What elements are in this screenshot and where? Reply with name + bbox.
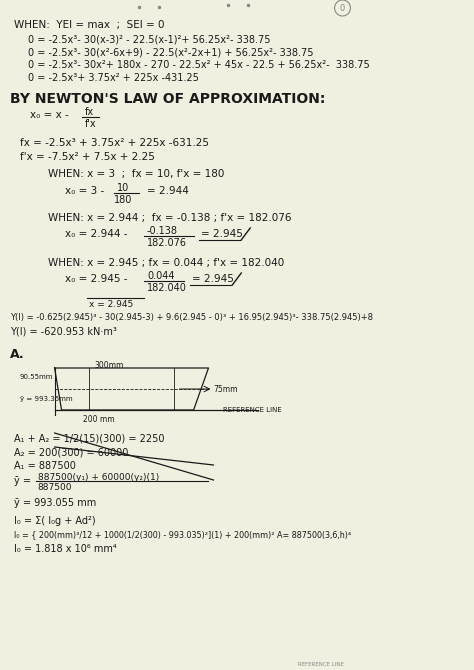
Text: BY NEWTON'S LAW OF APPROXIMATION:: BY NEWTON'S LAW OF APPROXIMATION: — [10, 92, 325, 106]
Text: 0: 0 — [340, 3, 345, 13]
Text: x₀ = 2.945 -: x₀ = 2.945 - — [64, 274, 127, 284]
Text: ȳ =: ȳ = — [14, 476, 31, 486]
Text: Y(I) = -0.625(2.945)³ - 30(2.945-3) + 9.6(2.945 - 0)³ + 16.95(2.945)³- 338.75(2.: Y(I) = -0.625(2.945)³ - 30(2.945-3) + 9.… — [10, 313, 373, 322]
Text: = 2.944: = 2.944 — [147, 186, 189, 196]
Text: 0.044: 0.044 — [147, 271, 174, 281]
Text: A.: A. — [10, 348, 25, 361]
Text: f'x = -7.5x² + 7.5x + 2.25: f'x = -7.5x² + 7.5x + 2.25 — [20, 152, 155, 162]
Text: 0 = -2.5x³+ 3.75x² + 225x -431.25: 0 = -2.5x³+ 3.75x² + 225x -431.25 — [28, 73, 199, 83]
Text: 0 = -2.5x³- 30(x²-6x+9) - 22.5(x²-2x+1) + 56.25x²- 338.75: 0 = -2.5x³- 30(x²-6x+9) - 22.5(x²-2x+1) … — [28, 47, 313, 57]
Text: x₀ = x -: x₀ = x - — [30, 110, 69, 120]
Text: A₁ + A₂ = 1/2(15)(300) = 2250: A₁ + A₂ = 1/2(15)(300) = 2250 — [14, 433, 164, 443]
Text: = 2.945: = 2.945 — [191, 274, 234, 284]
Text: x₀ = 2.944 -: x₀ = 2.944 - — [64, 229, 127, 239]
Text: 887500(y₁) + 60000(y₂)(1): 887500(y₁) + 60000(y₂)(1) — [38, 473, 159, 482]
Text: f'x: f'x — [84, 119, 96, 129]
Text: 10: 10 — [117, 183, 129, 193]
Text: fx = -2.5x³ + 3.75x² + 225x -631.25: fx = -2.5x³ + 3.75x² + 225x -631.25 — [20, 138, 209, 148]
Text: 300mm: 300mm — [94, 361, 124, 370]
Text: ȳ = 993.35mm: ȳ = 993.35mm — [20, 396, 73, 402]
Text: I₀ = Σ( I₀g + Ad²): I₀ = Σ( I₀g + Ad²) — [14, 516, 96, 526]
Text: 75mm: 75mm — [213, 385, 238, 394]
Text: Y(I) = -620.953 kN·m³: Y(I) = -620.953 kN·m³ — [10, 326, 117, 336]
Text: 887500: 887500 — [38, 483, 72, 492]
Text: 180: 180 — [114, 195, 133, 205]
Text: A₁ = 887500: A₁ = 887500 — [14, 461, 76, 471]
Text: A₂ = 200(300) = 60000: A₂ = 200(300) = 60000 — [14, 447, 128, 457]
Text: ȳ = 993.055 mm: ȳ = 993.055 mm — [14, 498, 96, 508]
Text: 182.040: 182.040 — [147, 283, 187, 293]
Text: I₀ = { 200(mm)³/12 + 1000(1/2(300) - 993.035)²](1) + 200(mm)² A= 887500(3,6,h)⁴: I₀ = { 200(mm)³/12 + 1000(1/2(300) - 993… — [14, 530, 351, 539]
Text: I₀ = 1.818 x 10⁶ mm⁴: I₀ = 1.818 x 10⁶ mm⁴ — [14, 544, 117, 554]
Text: REFERENCE LINE: REFERENCE LINE — [298, 662, 344, 667]
Text: fx: fx — [84, 107, 93, 117]
Text: 0 = -2.5x³- 30(x-3)² - 22.5(x-1)²+ 56.25x²- 338.75: 0 = -2.5x³- 30(x-3)² - 22.5(x-1)²+ 56.25… — [28, 34, 270, 44]
Text: x₀ = 3 -: x₀ = 3 - — [64, 186, 104, 196]
Text: 182.076: 182.076 — [147, 238, 187, 248]
Text: WHEN: x = 3  ;  fx = 10, f'x = 180: WHEN: x = 3 ; fx = 10, f'x = 180 — [48, 169, 224, 179]
Text: = 2.945: = 2.945 — [201, 229, 242, 239]
Text: -0.138: -0.138 — [147, 226, 178, 236]
Text: x = 2.945: x = 2.945 — [90, 300, 134, 309]
Text: WHEN:  YEI = max  ;  SEI = 0: WHEN: YEI = max ; SEI = 0 — [14, 20, 164, 30]
Text: WHEN: x = 2.945 ; fx = 0.044 ; f'x = 182.040: WHEN: x = 2.945 ; fx = 0.044 ; f'x = 182… — [48, 258, 284, 268]
Text: 200 mm: 200 mm — [83, 415, 115, 424]
Text: REFERENCE LINE: REFERENCE LINE — [223, 407, 282, 413]
Text: 90.55mm: 90.55mm — [20, 374, 54, 380]
Text: 0 = -2.5x³- 30x²+ 180x - 270 - 22.5x² + 45x - 22.5 + 56.25x²-  338.75: 0 = -2.5x³- 30x²+ 180x - 270 - 22.5x² + … — [28, 60, 370, 70]
Text: WHEN: x = 2.944 ;  fx = -0.138 ; f'x = 182.076: WHEN: x = 2.944 ; fx = -0.138 ; f'x = 18… — [48, 213, 291, 223]
